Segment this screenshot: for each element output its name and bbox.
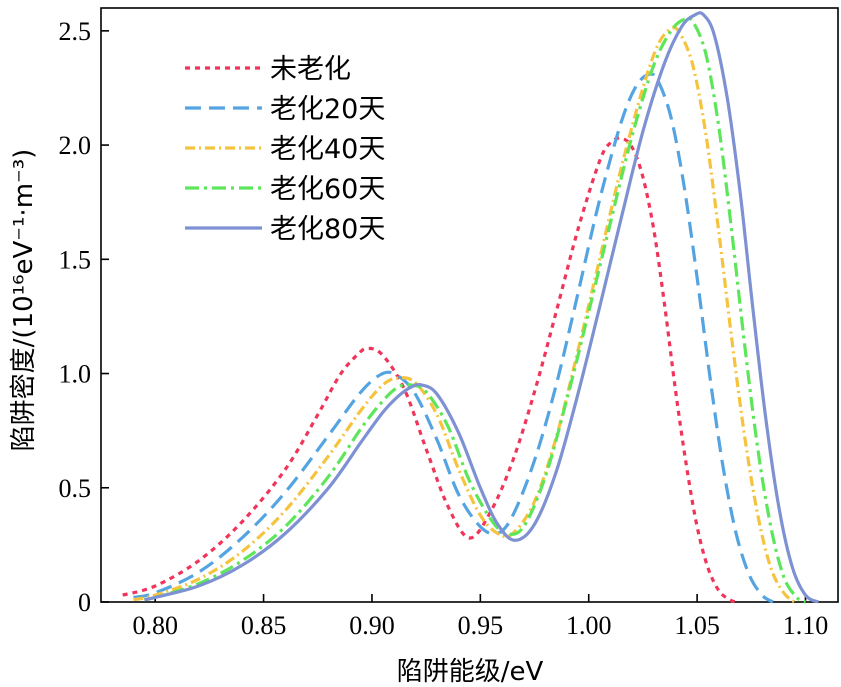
series-line-3: [144, 16, 807, 604]
series-line-1: [133, 72, 774, 604]
x-tick-label: 0.90: [349, 611, 395, 640]
x-axis-title: 陷阱能级/eV: [397, 657, 544, 687]
x-axis-ticks: 0.80 0.85 0.90 0.95 1.00 1.05 1.10: [132, 594, 828, 640]
legend-label: 老化60天: [270, 174, 385, 205]
series-line-0: [122, 136, 737, 604]
plot-frame: [100, 7, 839, 603]
legend-label: 未老化: [270, 54, 351, 85]
y-axis-ticks: 0 0.5 1.0 1.5 2.0 2.5: [59, 17, 109, 617]
y-axis-title: 陷阱密度/(10¹⁶eV⁻¹·m⁻³): [9, 149, 39, 452]
x-tick-label: 1.10: [783, 611, 829, 640]
y-tick-label: 0.5: [59, 474, 92, 503]
x-tick-label: 1.00: [566, 611, 612, 640]
series-layer: [122, 11, 820, 604]
legend-label: 老化20天: [270, 94, 385, 125]
y-tick-label: 2.5: [59, 17, 92, 46]
y-tick-label: 1.5: [59, 245, 92, 274]
y-tick-label: 0: [78, 588, 91, 617]
series-line-4: [144, 11, 820, 604]
x-tick-label: 0.95: [458, 611, 504, 640]
plot-border: [100, 7, 839, 603]
y-tick-label: 1.0: [59, 360, 92, 389]
x-tick-label: 0.80: [132, 611, 178, 640]
x-tick-label: 1.05: [674, 611, 720, 640]
legend-label: 老化40天: [270, 134, 385, 165]
y-tick-label: 2.0: [59, 131, 92, 160]
series-line-2: [133, 25, 796, 604]
x-tick-label: 0.85: [241, 611, 287, 640]
legend-label: 老化80天: [270, 214, 385, 245]
